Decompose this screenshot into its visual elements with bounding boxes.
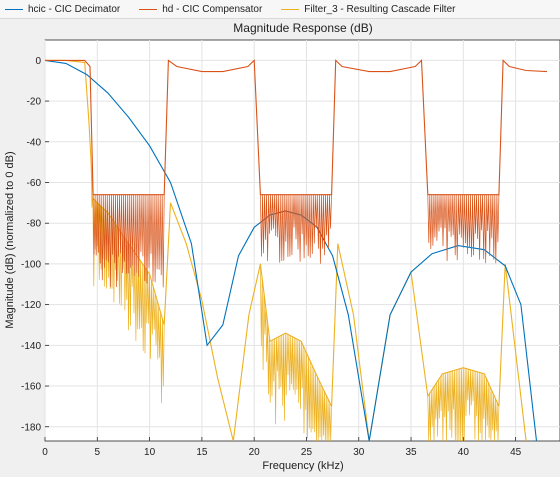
series-line: [45, 59, 548, 196]
series-ripple: [260, 194, 332, 264]
x-tick-label: 35: [405, 447, 417, 458]
x-tick-label: 20: [249, 447, 261, 458]
y-tick-label: -120: [21, 300, 41, 311]
legend: hcic - CIC Decimator hd - CIC Compensator…: [0, 0, 560, 19]
legend-item: hd - CIC Compensator: [139, 4, 262, 15]
x-axis-label: Frequency (kHz): [262, 460, 343, 472]
y-tick-label: -40: [27, 137, 42, 148]
x-tick-label: 15: [196, 447, 208, 458]
x-tick-label: 40: [458, 447, 470, 458]
x-tick-label: 0: [42, 447, 48, 458]
y-tick-label: -160: [21, 382, 41, 393]
y-axis-ticks: 0 -20 -40 -60 -80 -100 -120 -140 -160 -180: [21, 56, 49, 433]
y-tick-label: -80: [27, 219, 42, 230]
y-axis-label: Magnitude (dB) (normalized to 0 dB): [4, 151, 16, 328]
legend-label: hd - CIC Compensator: [162, 3, 263, 15]
x-tick-label: 10: [144, 447, 156, 458]
y-tick-label: -20: [27, 97, 42, 108]
y-tick-label: -140: [21, 341, 41, 352]
y-tick-label: -180: [21, 422, 41, 433]
legend-item: Filter_3 - Resulting Cascade Filter: [281, 4, 455, 15]
legend-swatch: [139, 8, 158, 10]
series-0: [45, 59, 538, 441]
chart-title: Magnitude Response (dB): [233, 21, 372, 35]
magnitude-response-chart: Magnitude Response (dB) 0 5 10 15 20 25 30 35 40…: [4, 21, 560, 472]
y-tick-label: -60: [27, 178, 42, 189]
y-tick-label: 0: [35, 56, 41, 67]
x-tick-label: 45: [510, 447, 522, 458]
x-tick-label: 30: [353, 447, 365, 458]
series-ripple: [92, 194, 165, 288]
legend-swatch: [5, 8, 23, 10]
legend-swatch: [281, 8, 300, 10]
series-ripple: [427, 194, 500, 264]
series-layer: [45, 59, 548, 441]
legend-item: hcic - CIC Decimator: [5, 4, 120, 15]
x-axis-ticks: 0 5 10 15 20 25 30 35 40 45: [42, 437, 522, 458]
legend-label: hcic - CIC Decimator: [28, 3, 121, 15]
x-tick-label: 5: [95, 447, 101, 458]
series-line: [45, 59, 538, 441]
series-1: [45, 59, 548, 288]
legend-label: Filter_3 - Resulting Cascade Filter: [304, 3, 456, 15]
y-tick-label: -100: [21, 259, 41, 270]
x-tick-label: 25: [301, 447, 313, 458]
